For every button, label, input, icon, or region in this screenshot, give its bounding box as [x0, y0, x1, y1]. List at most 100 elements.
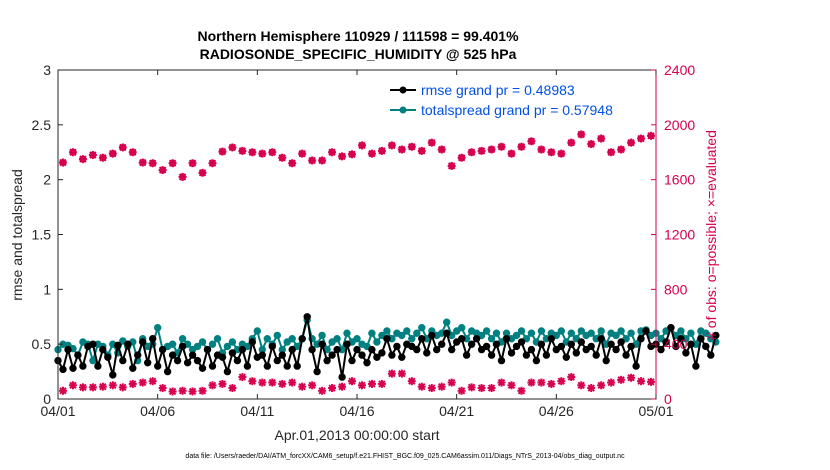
obs-evaluated-point: [407, 377, 416, 386]
obs-evaluated-point: [118, 383, 127, 392]
totalspread-point: [198, 338, 207, 346]
x-tick-label: 05/01: [638, 403, 673, 419]
totalspread-point: [677, 327, 685, 335]
obs-possible-point: [258, 149, 267, 158]
totalspread-point: [557, 327, 565, 335]
obs-possible-point: [487, 145, 496, 154]
rmse-point: [303, 313, 311, 321]
totalspread-point: [577, 327, 585, 335]
obs-evaluated-point: [328, 384, 337, 393]
obs-possible-point: [188, 159, 197, 168]
rmse-point: [163, 367, 172, 376]
totalspread-point: [627, 329, 635, 337]
obs-possible-point: [397, 145, 406, 154]
obs-evaluated-point: [208, 381, 217, 390]
obs-possible-point: [637, 134, 646, 143]
obs-evaluated-point: [517, 386, 526, 395]
obs-possible-point: [407, 142, 416, 151]
rmse-point: [622, 351, 630, 359]
rmse-point: [158, 345, 167, 354]
rmse-point: [472, 335, 481, 343]
totalspread-point: [328, 338, 336, 346]
totalspread-point: [213, 335, 222, 343]
rmse-point: [323, 356, 331, 365]
rmse-point: [59, 365, 67, 374]
rmse-point: [388, 351, 396, 359]
obs-evaluated-point: [617, 375, 626, 384]
totalspread-point: [383, 327, 391, 335]
obs-possible-point: [537, 145, 546, 154]
totalspread-point: [487, 335, 496, 343]
rmse-point: [218, 353, 227, 361]
totalspread-point: [378, 331, 386, 340]
rmse-point: [183, 359, 192, 367]
obs-evaluated-point: [367, 379, 376, 388]
obs-possible-point: [328, 148, 337, 157]
obs-evaluated-point: [258, 378, 267, 387]
obs-possible-point: [557, 149, 566, 158]
obs-possible-point: [228, 143, 237, 152]
rmse-point: [114, 341, 122, 349]
rmse-point: [198, 364, 207, 372]
rmse-point: [173, 356, 182, 365]
totalspread-point: [597, 327, 605, 335]
rmse-point: [577, 338, 585, 346]
obs-evaluated-point: [308, 381, 317, 390]
rmse-point: [702, 342, 710, 351]
totalspread-point: [567, 329, 575, 337]
rmse-point: [662, 338, 670, 346]
totalspread-point: [398, 331, 406, 340]
footnote: data file: /Users/raeder/DAI/ATM_forcXX/…: [185, 453, 625, 460]
x-axis-label: Apr.01,2013 00:00:00 start: [274, 427, 439, 443]
rmse-point: [413, 345, 421, 354]
rmse-point: [677, 335, 685, 343]
obs-possible-point: [278, 153, 287, 162]
obs-evaluated-point: [467, 383, 476, 392]
rmse-point: [567, 340, 575, 348]
rmse-point: [288, 345, 296, 354]
totalspread-point: [273, 331, 281, 340]
rmse-point: [79, 362, 87, 370]
totalspread-point: [368, 329, 376, 337]
obs-evaluated-point: [607, 378, 616, 387]
obs-evaluated-point: [88, 383, 97, 392]
rmse-point: [188, 351, 197, 359]
rmse-point: [467, 340, 476, 348]
y-axis-left-label: rmse and totalspread: [9, 169, 25, 301]
chart-title-line1: Northern Hemisphere 110929 / 111598 = 99…: [197, 28, 519, 44]
rmse-point: [418, 335, 426, 343]
totalspread-point: [458, 324, 466, 332]
rmse-point: [119, 356, 127, 365]
totalspread-point: [477, 331, 486, 340]
obs-possible-point: [647, 131, 656, 140]
rmse-point: [537, 340, 546, 348]
totalspread-point: [353, 335, 361, 343]
rmse-point: [562, 353, 570, 361]
rmse-point: [572, 349, 580, 357]
rmse-point: [522, 351, 531, 359]
x-tick-label: 04/26: [539, 403, 574, 419]
totalspread-point: [657, 335, 665, 343]
rmse-point: [438, 340, 446, 348]
rmse-point: [492, 340, 501, 348]
obs-possible-point: [218, 147, 227, 156]
obs-evaluated-point: [298, 382, 307, 391]
obs-possible-point: [128, 148, 137, 157]
obs-evaluated-point: [58, 386, 67, 395]
obs-evaluated-point: [477, 384, 486, 393]
rmse-point: [692, 362, 700, 370]
totalspread-point: [527, 329, 536, 337]
rmse-point: [547, 335, 555, 343]
rmse-point: [273, 356, 281, 365]
rmse-point: [458, 335, 466, 343]
obs-possible-point: [377, 146, 386, 155]
obs-possible-point: [158, 166, 167, 175]
obs-evaluated-point: [587, 384, 596, 393]
obs-evaluated-point: [547, 379, 556, 388]
obs-possible-point: [268, 148, 277, 157]
rmse-point: [149, 335, 157, 343]
rmse-point: [223, 367, 232, 376]
obs-evaluated-point: [178, 386, 187, 395]
obs-possible-point: [198, 168, 207, 177]
